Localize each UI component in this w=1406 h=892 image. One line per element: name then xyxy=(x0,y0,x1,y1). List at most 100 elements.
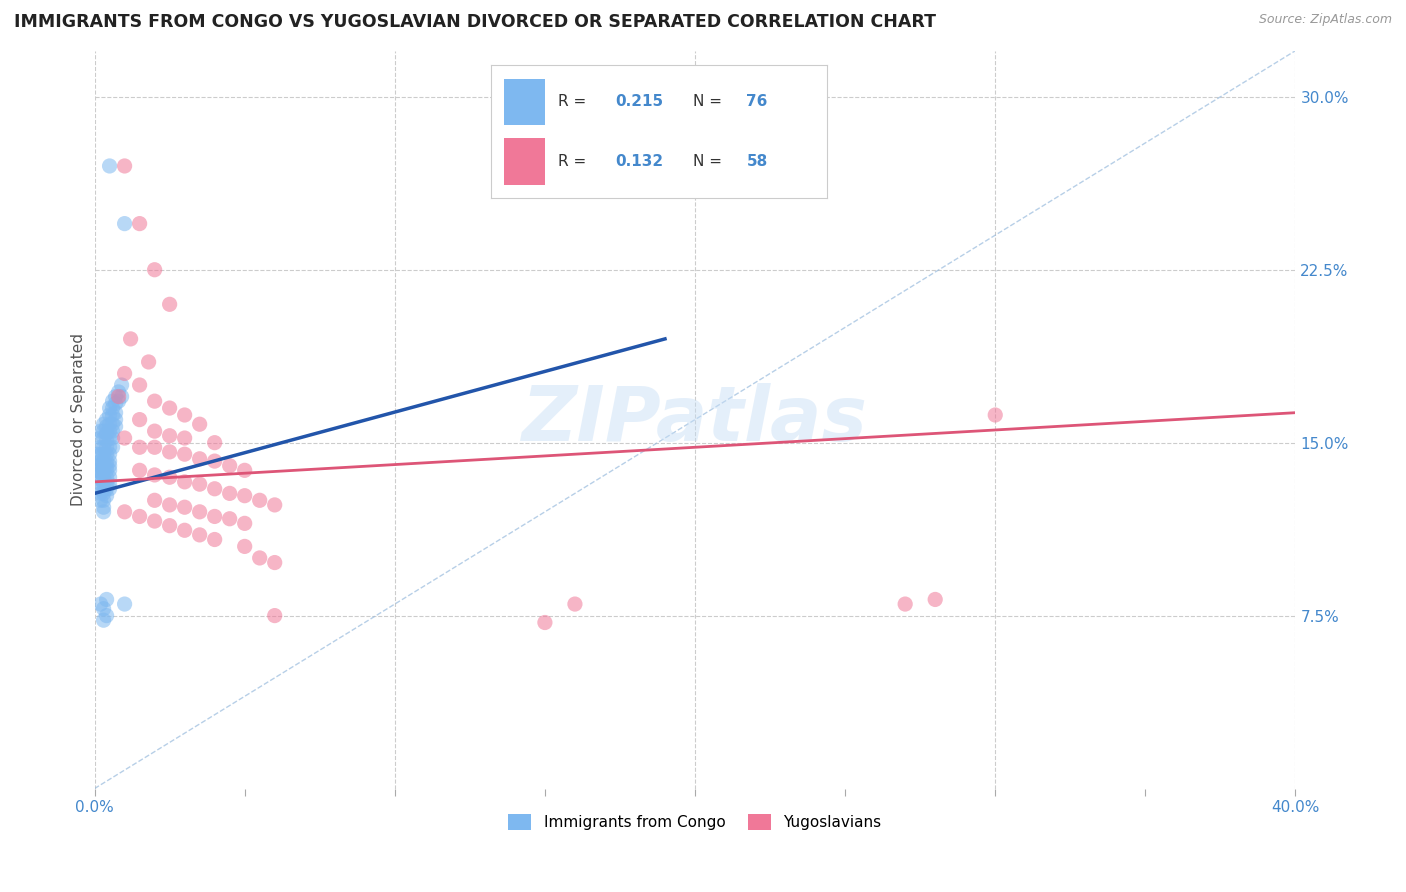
Point xyxy=(204,454,226,468)
Point xyxy=(233,489,256,503)
Point xyxy=(90,493,112,508)
Point xyxy=(107,390,129,404)
Point xyxy=(90,447,112,461)
Point xyxy=(114,367,136,381)
Point xyxy=(104,419,127,434)
Point xyxy=(96,434,118,448)
Point xyxy=(90,431,112,445)
Point xyxy=(96,440,118,454)
Point xyxy=(90,486,112,500)
Point xyxy=(96,419,118,434)
Point xyxy=(233,516,256,531)
Point xyxy=(93,505,115,519)
Point xyxy=(98,458,121,473)
Point xyxy=(86,463,108,477)
Point xyxy=(101,408,124,422)
Point xyxy=(120,332,142,346)
Y-axis label: Divorced or Separated: Divorced or Separated xyxy=(72,333,86,506)
Point xyxy=(159,470,181,484)
Point xyxy=(93,424,115,438)
Point xyxy=(93,431,115,445)
Point xyxy=(90,473,112,487)
Point xyxy=(93,500,115,515)
Point xyxy=(159,445,181,459)
Point xyxy=(90,597,112,611)
Point xyxy=(114,505,136,519)
Point xyxy=(173,447,195,461)
Point xyxy=(114,597,136,611)
Point xyxy=(204,509,226,524)
Point xyxy=(107,384,129,399)
Point xyxy=(233,463,256,477)
Point xyxy=(101,431,124,445)
Point xyxy=(98,417,121,432)
Point xyxy=(96,477,118,491)
Point xyxy=(104,412,127,426)
Point xyxy=(173,431,195,445)
Point xyxy=(86,470,108,484)
Point xyxy=(263,556,285,570)
Point xyxy=(101,394,124,409)
Point xyxy=(114,159,136,173)
Point xyxy=(249,493,271,508)
Point xyxy=(188,417,211,432)
Point xyxy=(143,440,166,454)
Point xyxy=(93,447,115,461)
Point xyxy=(218,486,240,500)
Point xyxy=(98,424,121,438)
Point xyxy=(98,447,121,461)
Point xyxy=(104,406,127,420)
Point xyxy=(128,509,150,524)
Point xyxy=(98,159,121,173)
Point xyxy=(128,463,150,477)
Point xyxy=(96,463,118,477)
Point xyxy=(96,458,118,473)
Point xyxy=(263,608,285,623)
Point xyxy=(984,408,1007,422)
Point xyxy=(173,475,195,489)
Point xyxy=(188,451,211,466)
Point xyxy=(86,447,108,461)
Point xyxy=(188,528,211,542)
Point xyxy=(98,470,121,484)
Point xyxy=(204,482,226,496)
Point xyxy=(90,466,112,480)
Point xyxy=(93,440,115,454)
Point xyxy=(110,390,132,404)
Point xyxy=(894,597,917,611)
Point xyxy=(924,592,946,607)
Point xyxy=(218,512,240,526)
Point xyxy=(98,477,121,491)
Point xyxy=(93,486,115,500)
Point xyxy=(114,217,136,231)
Point xyxy=(188,477,211,491)
Point xyxy=(249,551,271,566)
Point xyxy=(93,458,115,473)
Point xyxy=(90,424,112,438)
Point xyxy=(93,470,115,484)
Point xyxy=(93,601,115,615)
Point xyxy=(534,615,557,630)
Point xyxy=(90,482,112,496)
Point xyxy=(204,435,226,450)
Point xyxy=(98,401,121,415)
Point xyxy=(96,489,118,503)
Point xyxy=(159,297,181,311)
Point xyxy=(104,396,127,410)
Point xyxy=(564,597,586,611)
Point xyxy=(101,401,124,415)
Point xyxy=(98,440,121,454)
Point xyxy=(143,424,166,438)
Point xyxy=(101,417,124,432)
Point xyxy=(96,426,118,441)
Point xyxy=(159,401,181,415)
Point xyxy=(101,440,124,454)
Point xyxy=(93,482,115,496)
Point xyxy=(90,454,112,468)
Point xyxy=(128,412,150,426)
Point xyxy=(90,440,112,454)
Point xyxy=(98,482,121,496)
Point xyxy=(98,431,121,445)
Text: IMMIGRANTS FROM CONGO VS YUGOSLAVIAN DIVORCED OR SEPARATED CORRELATION CHART: IMMIGRANTS FROM CONGO VS YUGOSLAVIAN DIV… xyxy=(14,13,936,31)
Point xyxy=(107,394,129,409)
